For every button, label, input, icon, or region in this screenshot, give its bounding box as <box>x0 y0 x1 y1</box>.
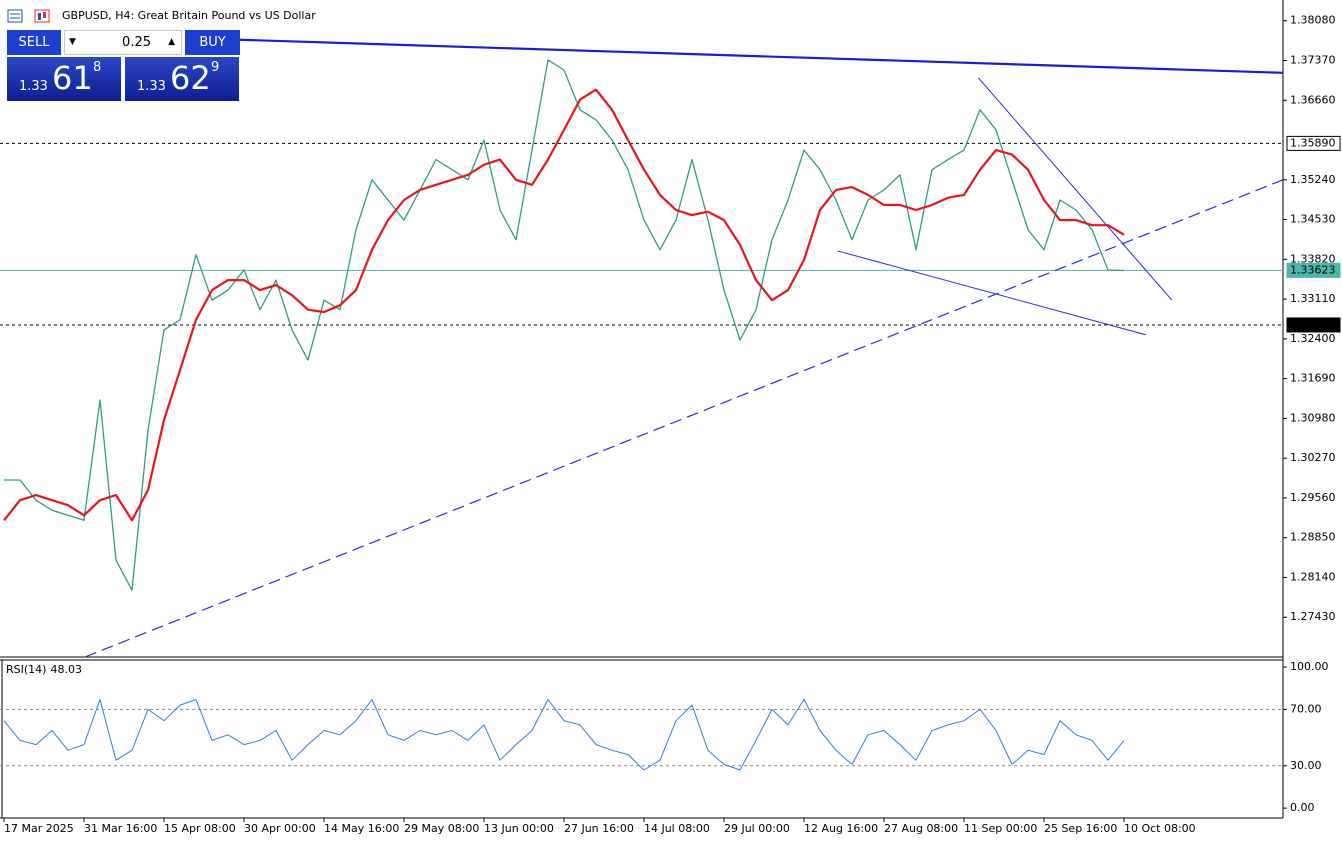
volume-value: 0.25 <box>122 35 151 50</box>
price-level-label: 1.35890 <box>1290 136 1336 149</box>
y-tick-label: 1.33110 <box>1290 292 1336 305</box>
price-level-box <box>1286 317 1341 333</box>
indicator-value: 48.03 <box>50 663 82 676</box>
icon <box>38 13 41 20</box>
y-tick-label: 1.28140 <box>1290 570 1336 583</box>
y-tick-label: 1.31690 <box>1290 372 1336 385</box>
icon <box>43 12 46 18</box>
trendline <box>239 38 1284 74</box>
icon <box>7 9 23 23</box>
x-tick-label: 29 Jul 00:00 <box>724 822 790 835</box>
x-tick-label: 25 Sep 16:00 <box>1044 822 1117 835</box>
y-tick-label: 1.29560 <box>1290 491 1336 504</box>
x-tick-label: 14 May 16:00 <box>324 822 399 835</box>
price-pip: 9 <box>211 60 220 75</box>
x-tick-label: 30 Apr 00:00 <box>244 822 316 835</box>
header-icons <box>7 9 50 23</box>
x-tick-label: 14 Jul 08:00 <box>644 822 710 835</box>
trade-panel: SELL ▼ 0.25 ▲ BUY 1.33 61 8 1.33 62 9 <box>7 30 240 101</box>
y-tick-label: 70.00 <box>1290 702 1322 715</box>
y-tick-label: 30.00 <box>1290 759 1322 772</box>
y-tick-label: 1.36660 <box>1290 93 1336 106</box>
price-level-label: 1.33623 <box>1290 263 1336 276</box>
series-line <box>4 59 1125 591</box>
y-tick-label: 100.00 <box>1290 660 1329 673</box>
price-main: 61 <box>52 59 93 97</box>
x-tick-label: 17 Mar 2025 <box>4 822 74 835</box>
y-tick-label: 1.37370 <box>1290 53 1336 66</box>
plot-layer: 1.380801.373701.366601.352401.345301.338… <box>0 14 1341 835</box>
volume-down[interactable]: ▼ <box>69 37 76 47</box>
price-big: 1.33 <box>19 79 48 94</box>
indicator-title: RSI(14) 48.03 <box>6 663 82 676</box>
trendline <box>977 77 1173 301</box>
x-tick-label: 27 Aug 08:00 <box>884 822 958 835</box>
volume-up[interactable]: ▲ <box>168 37 175 47</box>
price-big: 1.33 <box>137 79 166 94</box>
series-line <box>3 699 1125 771</box>
y-tick-label: 1.30980 <box>1290 411 1336 424</box>
y-tick-label: 0.00 <box>1290 801 1315 814</box>
x-tick-label: 10 Oct 08:00 <box>1124 822 1196 835</box>
price-pip: 8 <box>93 60 102 75</box>
y-tick-label: 1.27430 <box>1290 610 1336 623</box>
x-tick-label: 11 Sep 00:00 <box>964 822 1037 835</box>
icon <box>34 9 50 23</box>
y-tick-label: 1.30270 <box>1290 451 1336 464</box>
y-tick-label: 1.38080 <box>1290 14 1336 27</box>
price-level-box <box>1286 135 1341 151</box>
y-tick-label: 1.33820 <box>1290 252 1336 265</box>
buy-price[interactable]: 1.33 62 9 <box>125 57 239 101</box>
x-tick-label: 12 Aug 16:00 <box>804 822 878 835</box>
x-tick-label: 29 May 08:00 <box>404 822 479 835</box>
x-tick-label: 13 Jun 00:00 <box>484 822 554 835</box>
y-tick-label: 1.28850 <box>1290 531 1336 544</box>
x-tick-label: 31 Mar 16:00 <box>84 822 157 835</box>
x-tick-label: 27 Jun 16:00 <box>564 822 634 835</box>
price-level-label: 1.32648 <box>1290 318 1336 331</box>
y-tick-label: 1.32400 <box>1290 332 1336 345</box>
y-tick-label: 1.34530 <box>1290 213 1336 226</box>
volume-input[interactable]: ▼ 0.25 ▲ <box>64 30 182 55</box>
sell-button[interactable]: SELL <box>7 30 61 55</box>
sell-price[interactable]: 1.33 61 8 <box>7 57 121 101</box>
price-main: 62 <box>170 59 211 97</box>
series-line <box>3 88 1125 522</box>
buy-button[interactable]: BUY <box>185 30 240 55</box>
x-tick-label: 15 Apr 08:00 <box>164 822 236 835</box>
indicator-name: RSI(14) <box>6 663 46 676</box>
price-level-box <box>1286 262 1341 278</box>
y-tick-label: 1.35240 <box>1290 173 1336 186</box>
trendline <box>837 250 1147 336</box>
symbol-header: GBPUSD, H4: Great Britain Pound vs US Do… <box>62 9 316 22</box>
